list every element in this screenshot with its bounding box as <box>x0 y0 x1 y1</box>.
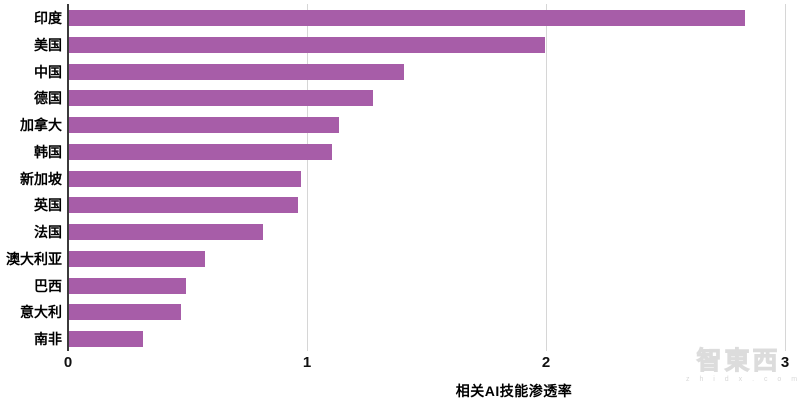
gridline <box>785 4 786 351</box>
category-label: 印度 <box>34 10 62 26</box>
category-label: 澳大利亚 <box>6 250 62 267</box>
x-tick-label: 1 <box>302 354 312 371</box>
category-label: 英国 <box>34 197 62 214</box>
bar <box>69 197 298 214</box>
bar <box>69 63 404 80</box>
bar <box>69 277 186 294</box>
category-label: 南非 <box>34 331 62 347</box>
category-label: 加拿大 <box>20 117 62 133</box>
category-label: 美国 <box>34 36 62 53</box>
bar <box>69 170 301 187</box>
bar <box>69 224 263 240</box>
bar <box>69 10 745 26</box>
bar <box>69 143 332 160</box>
category-label: 中国 <box>34 63 62 80</box>
gridline <box>307 4 308 351</box>
bar <box>69 36 545 53</box>
x-tick-label: 2 <box>541 354 551 371</box>
category-label: 意大利 <box>20 304 62 321</box>
x-tick-label: 0 <box>63 354 73 371</box>
x-tick-label: 3 <box>780 354 790 371</box>
bar <box>69 250 205 267</box>
watermark-caption: z h i d x . c o m <box>686 376 800 383</box>
category-label: 法国 <box>34 224 62 240</box>
category-label: 德国 <box>34 90 62 107</box>
bar <box>69 304 181 321</box>
bar <box>69 117 339 133</box>
category-label: 巴西 <box>34 277 62 294</box>
y-axis-line <box>67 4 69 351</box>
bar <box>69 90 373 107</box>
gridline <box>546 4 547 351</box>
category-label: 韩国 <box>34 143 62 160</box>
category-label: 新加坡 <box>20 170 62 187</box>
x-axis-title: 相关AI技能渗透率 <box>455 383 573 399</box>
bar <box>69 331 143 347</box>
